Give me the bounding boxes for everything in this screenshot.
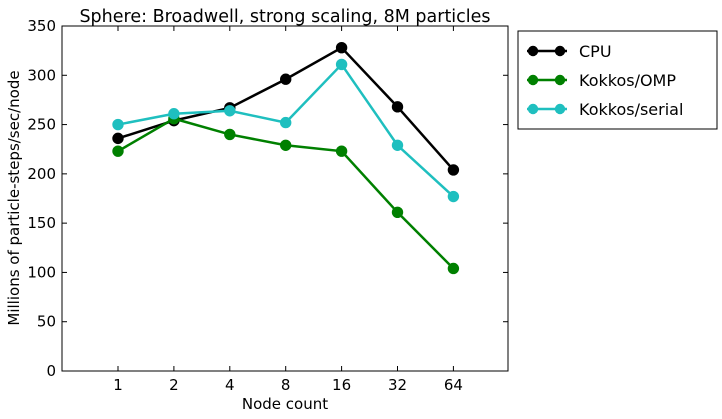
y-tick-label: 150 [27,214,56,232]
chart-title: Sphere: Broadwell, strong scaling, 8M pa… [79,7,490,27]
data-point [224,128,236,141]
data-point [335,58,348,71]
y-axis-label: Millions of particle-steps/sec/node [5,70,23,325]
data-point [335,41,348,54]
x-axis: 1 2 4 8 16 32 64 [113,26,463,394]
data-point [280,73,292,85]
y-tick-label: 100 [27,263,56,281]
x-tick-label: 1 [113,376,123,394]
plot-area [61,25,509,372]
data-point [112,132,124,145]
legend-marker [554,45,566,57]
data-point [280,116,292,129]
x-tick-label: 32 [388,376,407,394]
legend-item: Kokkos/OMP [527,71,676,90]
series-layer [112,41,460,275]
data-point [391,139,404,151]
x-tick-label: 16 [332,376,351,394]
y-tick-label: 250 [27,116,56,134]
x-tick-label: 2 [169,376,179,394]
legend-label: Kokkos/OMP [579,71,676,90]
y-tick-label: 200 [27,165,56,183]
y-tick-label: 300 [27,66,56,84]
data-point [168,108,180,120]
legend-item: Kokkos/serial [527,100,683,119]
y-tick-label: 50 [37,313,56,331]
legend-label: CPU [579,42,612,61]
y-tick-label: 0 [46,362,56,380]
legend-marker [527,45,539,57]
data-point [224,105,236,117]
legend-marker [554,103,566,115]
y-axis: 0 50 100 150 200 250 300 350 [27,17,508,380]
data-point [391,206,404,219]
data-point [391,101,404,113]
x-tick-label: 64 [444,376,463,394]
legend-marker [527,103,539,115]
data-point [280,139,292,151]
data-point [447,190,460,203]
legend: CPU Kokkos/OMP Kokkos/serial [517,30,718,130]
series-kokkos-serial [112,58,460,203]
data-point [447,262,460,275]
x-tick-label: 4 [225,376,235,394]
data-point [335,145,348,157]
x-tick-label: 8 [281,376,291,394]
legend-item: CPU [527,42,612,61]
x-axis-label: Node count [242,395,328,413]
legend-marker [527,74,539,86]
data-point [112,118,124,131]
data-point [447,164,460,176]
series-kokkos-omp [112,112,460,275]
y-tick-label: 350 [27,17,56,35]
data-point [112,145,124,157]
legend-label: Kokkos/serial [579,100,683,119]
legend-marker [554,74,566,86]
